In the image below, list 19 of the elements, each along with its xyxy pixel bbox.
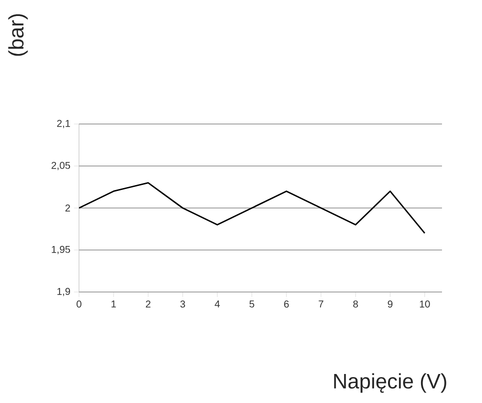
x-tick-label: 0 [76, 300, 82, 308]
y-tick-label: 2,05 [52, 162, 70, 170]
x-tick-label: 4 [214, 300, 220, 308]
x-tick-label: 1 [112, 300, 116, 308]
x-tick-label: 5 [249, 300, 254, 308]
x-tick-label: 3 [180, 300, 186, 308]
x-tick-label: 8 [353, 300, 358, 308]
x-tick-label: 2 [146, 300, 150, 308]
y-tick-label: 1,95 [52, 246, 70, 254]
line-series [79, 182, 426, 234]
y-tick-label: 2,1 [57, 120, 70, 128]
x-tick-label: 6 [284, 300, 289, 308]
x-tick-label: 9 [388, 300, 392, 308]
y-axis-title: (bar) [8, 14, 28, 56]
y-tick-label: 2 [65, 204, 70, 212]
x-tick-label: 10 [420, 300, 430, 308]
x-axis-title: Napięcie (V) [334, 373, 446, 393]
y-tick-label: 1,9 [57, 288, 70, 296]
x-tick-label: 7 [318, 300, 324, 308]
